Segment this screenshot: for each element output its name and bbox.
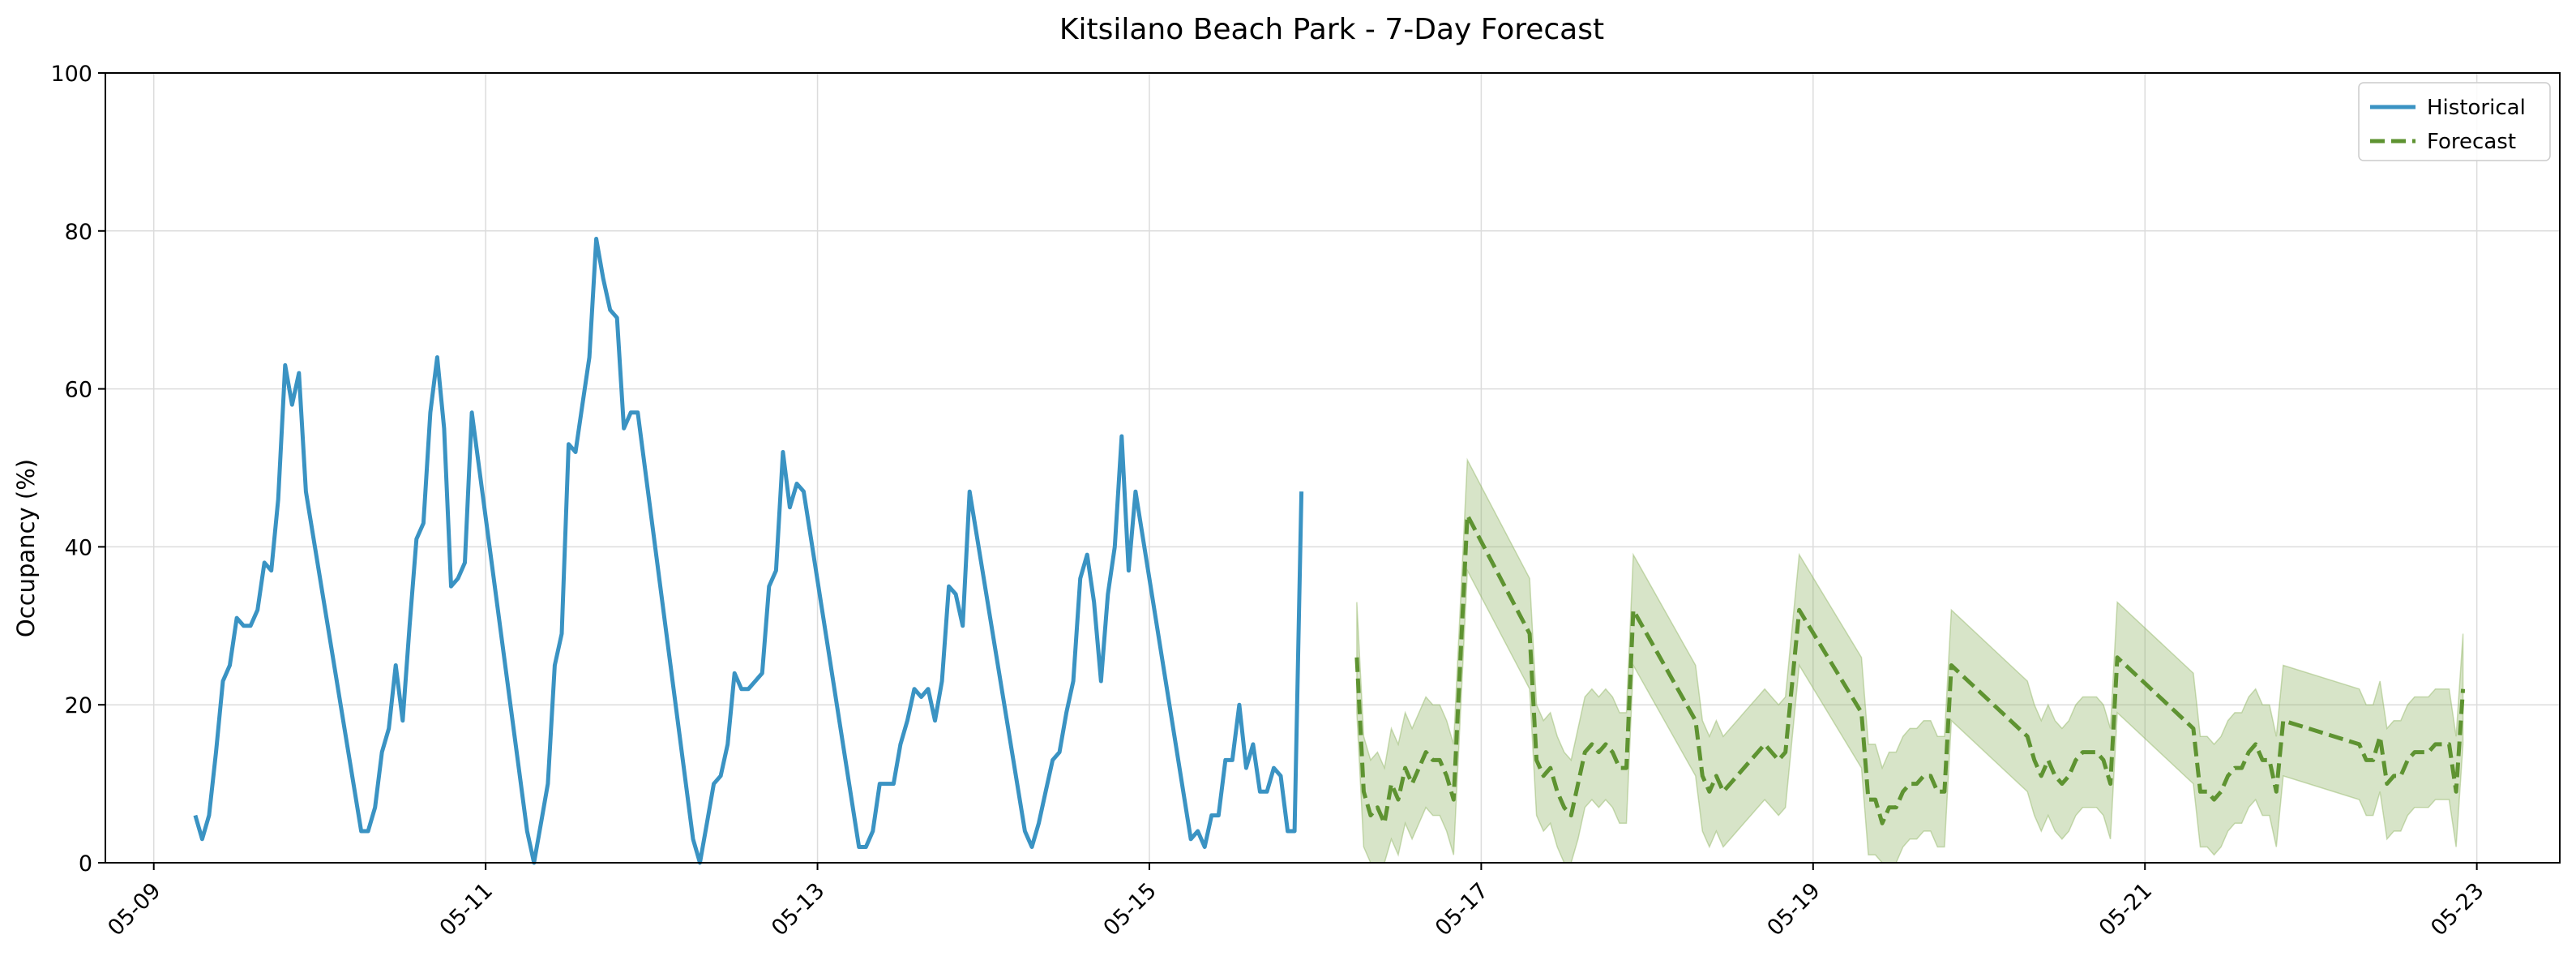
chart-title: Kitsilano Beach Park - 7-Day Forecast: [1059, 13, 1604, 46]
x-tick-label: 05-21: [2095, 878, 2157, 941]
y-axis-label: Occupancy (%): [12, 459, 40, 637]
historical-series-line: [193, 237, 1304, 865]
axes: 0 20 40 60 80 100 05-09 05-11 05-13 05-15 05-17 05-…: [50, 62, 2561, 941]
x-tick-label: 05-15: [1099, 878, 1162, 941]
y-tick-label: 80: [65, 220, 92, 245]
series-lines: [193, 237, 2466, 865]
x-tick-label: 05-19: [1762, 878, 1825, 941]
forecast-band-area: [1356, 457, 2464, 864]
x-tick-label: 05-11: [435, 878, 498, 941]
plot-frame: [105, 72, 2561, 864]
forecast-confidence-band: [1356, 457, 2464, 864]
y-tick-label: 0: [79, 851, 92, 877]
legend-label-forecast: Forecast: [2427, 130, 2516, 154]
forecast-series-line: [1354, 512, 2466, 825]
x-tick-label: 05-09: [103, 878, 165, 941]
legend: Historical Forecast: [2358, 82, 2551, 161]
x-tick-label: 05-23: [2426, 878, 2488, 941]
y-tick-label: 100: [50, 62, 92, 87]
x-tick-label: 05-13: [767, 878, 829, 941]
y-tick-label: 20: [65, 693, 92, 718]
x-tick-label: 05-17: [1431, 878, 1493, 941]
legend-box: [2358, 82, 2551, 161]
legend-label-historical: Historical: [2427, 96, 2526, 120]
y-tick-label: 40: [65, 535, 92, 560]
y-tick-label: 60: [65, 378, 92, 403]
